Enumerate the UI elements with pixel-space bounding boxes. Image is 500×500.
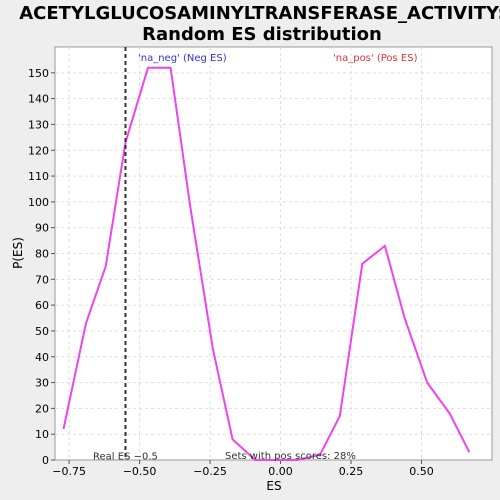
real-es-label: Real ES −0.5 bbox=[93, 452, 158, 463]
x-tick-label: −0.25 bbox=[193, 465, 227, 478]
y-tick-label: 50 bbox=[35, 325, 49, 338]
chart-title-line2: Random ES distribution bbox=[142, 24, 382, 45]
y-axis-label: P(ES) bbox=[11, 237, 25, 269]
y-tick-label: 10 bbox=[35, 428, 49, 441]
y-tick-label: 80 bbox=[35, 248, 49, 261]
x-tick-label: 0.00 bbox=[268, 465, 293, 478]
y-tick-label: 40 bbox=[35, 351, 49, 364]
y-tick-label: 110 bbox=[28, 170, 49, 183]
chart-title-line1: ACETYLGLUCOSAMINYLTRANSFERASE_ACTIVITY: bbox=[19, 3, 500, 24]
y-tick-label: 150 bbox=[28, 67, 49, 80]
es-distribution-line bbox=[62, 66, 471, 461]
y-tick-label: 0 bbox=[42, 454, 49, 467]
series-layer bbox=[62, 66, 471, 461]
axis-ticks: 0 10 20 30 40 50 60 70 80 90 100 110 120 130 140 150 −0.… bbox=[28, 67, 434, 478]
y-tick-label: 120 bbox=[28, 144, 49, 157]
y-tick-label: 30 bbox=[35, 377, 49, 390]
y-tick-label: 130 bbox=[28, 118, 49, 131]
y-tick-label: 60 bbox=[35, 299, 49, 312]
x-tick-label: −0.75 bbox=[52, 465, 86, 478]
y-tick-label: 90 bbox=[35, 222, 49, 235]
grid bbox=[55, 47, 492, 460]
y-tick-label: 70 bbox=[35, 273, 49, 286]
neg-es-label: 'na_neg' (Neg ES) bbox=[138, 53, 227, 64]
y-tick-label: 20 bbox=[35, 402, 49, 415]
y-tick-label: 100 bbox=[28, 196, 49, 209]
x-tick-label: −0.50 bbox=[123, 465, 157, 478]
x-tick-label: 0.25 bbox=[339, 465, 364, 478]
pos-es-label: 'na_pos' (Pos ES) bbox=[333, 53, 418, 64]
x-axis-label: ES bbox=[266, 479, 281, 493]
real-es-layer: Real ES −0.5 bbox=[93, 47, 158, 463]
y-tick-label: 140 bbox=[28, 93, 49, 106]
pos-scores-annotation: Sets with pos scores: 28% bbox=[225, 451, 356, 462]
x-tick-label: 0.50 bbox=[409, 465, 434, 478]
